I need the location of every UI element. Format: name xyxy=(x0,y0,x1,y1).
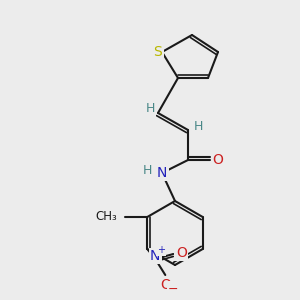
Text: H: H xyxy=(193,119,203,133)
Text: O: O xyxy=(176,246,187,260)
Text: N: N xyxy=(150,249,160,263)
Text: H: H xyxy=(142,164,152,178)
Text: O: O xyxy=(213,153,224,167)
Text: N: N xyxy=(157,166,167,180)
Text: O: O xyxy=(160,278,171,292)
Text: −: − xyxy=(168,283,178,296)
Text: S: S xyxy=(154,45,162,59)
Text: +: + xyxy=(157,245,165,255)
Text: CH₃: CH₃ xyxy=(95,211,117,224)
Text: H: H xyxy=(145,103,155,116)
